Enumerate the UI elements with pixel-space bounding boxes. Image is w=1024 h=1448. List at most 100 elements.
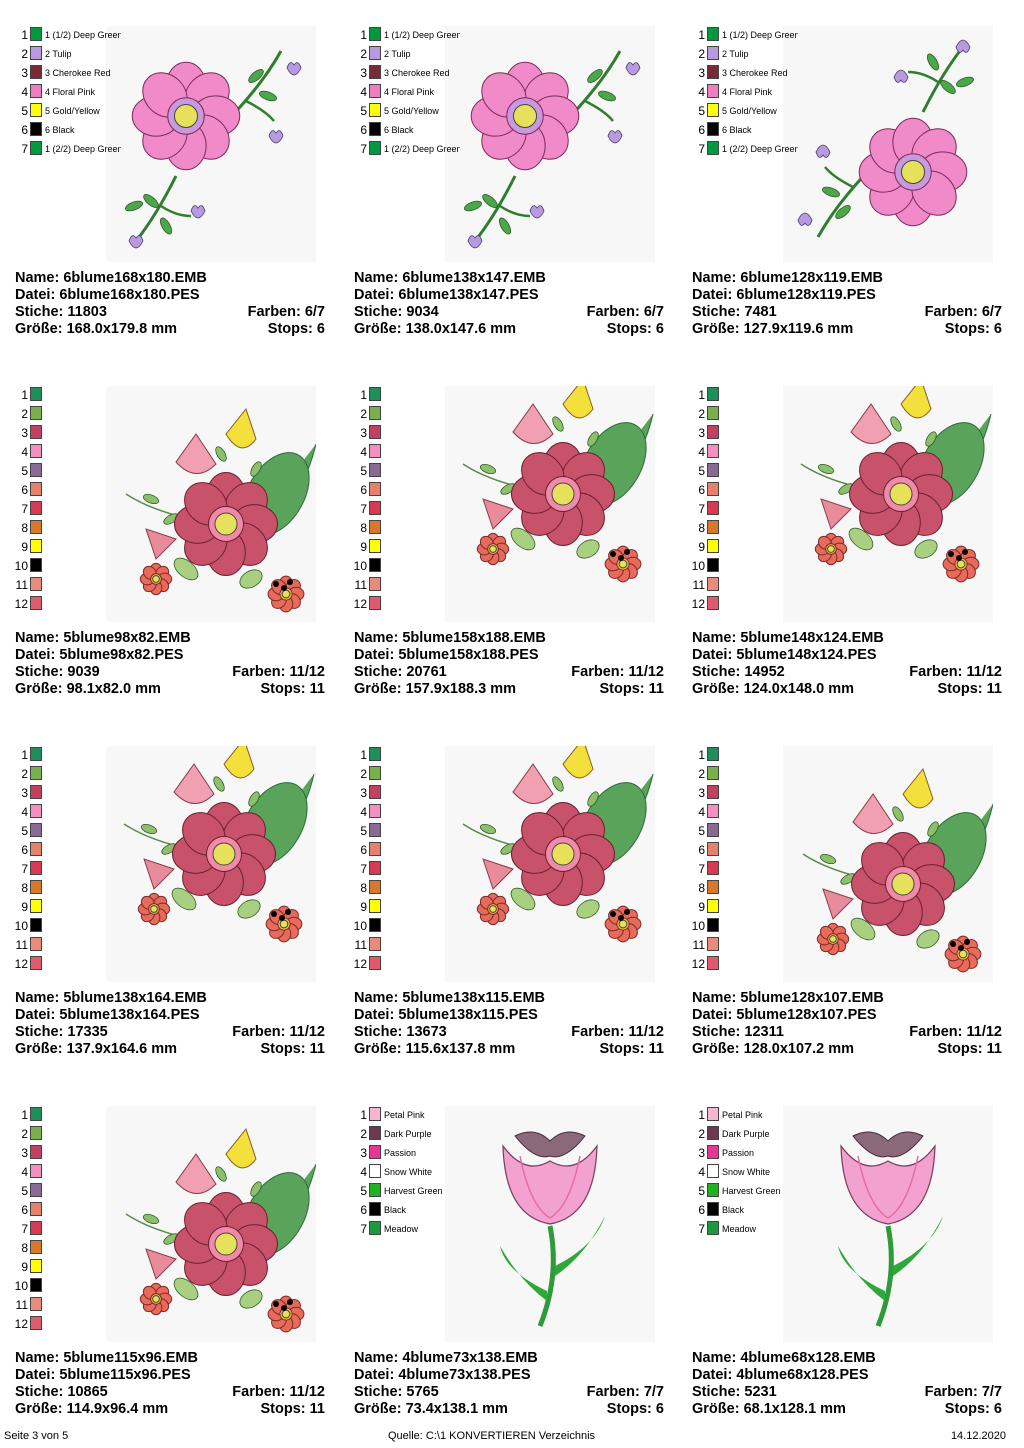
- color-swatch: [30, 785, 42, 799]
- legend-number: 1: [360, 388, 367, 402]
- design-size: 137.9x164.6 mm: [66, 1041, 178, 1057]
- color-swatch: [30, 937, 42, 951]
- colors-label: Farben:: [232, 1384, 286, 1400]
- color-swatch: [369, 596, 381, 610]
- color-swatch: [30, 577, 42, 591]
- legend-number: 3: [360, 426, 367, 440]
- legend-number: 5: [698, 464, 705, 478]
- color-legend: 1 2 3 4 5 6 7 8: [351, 746, 461, 974]
- stop-count: 11: [648, 681, 664, 697]
- legend-number: 8: [360, 881, 367, 895]
- color-count: 6/7: [304, 304, 325, 320]
- stops-label: Stops:: [937, 1041, 983, 1057]
- color-swatch: [30, 880, 42, 894]
- color-swatch: [30, 1259, 42, 1273]
- legend-number: 6: [21, 843, 28, 857]
- color-swatch: [30, 918, 42, 932]
- stops-label: Stops:: [606, 321, 652, 337]
- colors-label: Farben:: [909, 664, 963, 680]
- design-size: 138.0x147.6 mm: [405, 321, 517, 337]
- legend-row: 2: [351, 405, 461, 424]
- color-swatch: [707, 577, 719, 591]
- design-size: 124.0x148.0 mm: [743, 681, 855, 697]
- legend-number: 11: [354, 938, 367, 952]
- legend-number: 11: [354, 578, 367, 592]
- legend-row: 3 3 Cherokee Red: [689, 64, 799, 83]
- legend-row: 12: [689, 595, 799, 614]
- legend-number: 12: [14, 957, 28, 971]
- design-info: Name: 6blume128x119.EMB Datei: 6blume128…: [692, 270, 1002, 338]
- colors-label: Farben:: [924, 304, 978, 320]
- stitch-count: 20761: [406, 664, 447, 680]
- color-swatch: [707, 406, 719, 420]
- legend-number: 7: [21, 142, 28, 156]
- legend-row: 3 Passion: [351, 1144, 461, 1163]
- stops-label: Stops:: [267, 321, 313, 337]
- color-swatch: [369, 27, 381, 41]
- legend-number: 8: [21, 521, 28, 535]
- legend-number: 7: [698, 142, 705, 156]
- color-swatch: [30, 747, 42, 761]
- legend-row: 5 5 Gold/Yellow: [689, 102, 799, 121]
- legend-row: 11: [689, 936, 799, 955]
- name-label: Name:: [354, 630, 399, 646]
- legend-number: 1: [21, 1108, 28, 1122]
- legend-row: 1 Petal Pink: [689, 1106, 799, 1125]
- stop-count: 6: [993, 1401, 1002, 1417]
- stops-label: Stops:: [606, 1401, 652, 1417]
- stitches-label: Stiche:: [15, 664, 64, 680]
- stops-label: Stops:: [260, 681, 306, 697]
- legend-row: 2 2 Tulip: [351, 45, 461, 64]
- stitches-label: Stiche:: [692, 664, 741, 680]
- color-count: 11/12: [289, 1024, 326, 1040]
- embroidery-motif: [462, 746, 654, 943]
- legend-number: 3: [698, 426, 705, 440]
- design-card: 1 Petal Pink 2 Dark Purple 3 Passion 4 S…: [677, 1080, 1015, 1440]
- file-label: Datei:: [15, 1367, 56, 1383]
- color-swatch: [30, 84, 42, 98]
- size-label: Größe:: [15, 681, 63, 697]
- color-legend: 1 2 3 4 5 6 7 8: [12, 386, 122, 614]
- color-swatch: [30, 103, 42, 117]
- design-size: 168.0x179.8 mm: [66, 321, 178, 337]
- design-preview: [445, 26, 655, 262]
- color-legend: 1 1 (1/2) Deep Green 2 2 Tulip 3 3 Chero…: [351, 26, 461, 159]
- legend-row: 2 Dark Purple: [351, 1125, 461, 1144]
- legend-number: 9: [21, 1260, 28, 1274]
- name-label: Name:: [692, 990, 737, 1006]
- thread-name: 2 Tulip: [45, 49, 72, 59]
- stop-count: 11: [648, 1041, 664, 1057]
- legend-row: 6: [351, 481, 461, 500]
- color-swatch: [30, 1107, 42, 1121]
- legend-number: 12: [691, 957, 705, 971]
- legend-number: 10: [14, 1279, 28, 1293]
- color-swatch: [707, 501, 719, 515]
- design-name: 6blume128x119.EMB: [740, 270, 884, 286]
- thread-name: 4 Floral Pink: [45, 87, 96, 97]
- stops-label: Stops:: [937, 681, 983, 697]
- design-card: 1 1 (1/2) Deep Green 2 2 Tulip 3 3 Chero…: [677, 0, 1015, 360]
- color-swatch: [707, 823, 719, 837]
- size-label: Größe:: [15, 1401, 63, 1417]
- legend-row: 12: [689, 955, 799, 974]
- file-label: Datei:: [692, 647, 733, 663]
- stitches-label: Stiche:: [692, 304, 741, 320]
- color-swatch: [30, 842, 42, 856]
- legend-row: 1: [12, 1106, 122, 1125]
- legend-row: 6 6 Black: [689, 121, 799, 140]
- design-size: 73.4x138.1 mm: [405, 1401, 508, 1417]
- colors-label: Farben:: [247, 304, 301, 320]
- legend-number: 12: [353, 957, 367, 971]
- legend-number: 12: [14, 1317, 28, 1331]
- legend-number: 7: [21, 1222, 28, 1236]
- thread-name: 1 (2/2) Deep Green: [384, 144, 460, 154]
- legend-row: 12: [351, 955, 461, 974]
- color-swatch: [30, 1183, 42, 1197]
- design-size: 68.1x128.1 mm: [743, 1401, 846, 1417]
- legend-row: 5 Harvest Green: [351, 1182, 461, 1201]
- design-preview: [783, 1106, 993, 1342]
- legend-row: 6 Black: [689, 1201, 799, 1220]
- color-swatch: [30, 804, 42, 818]
- design-file: 4blume68x128.PES: [736, 1367, 869, 1383]
- legend-row: 7 Meadow: [351, 1220, 461, 1239]
